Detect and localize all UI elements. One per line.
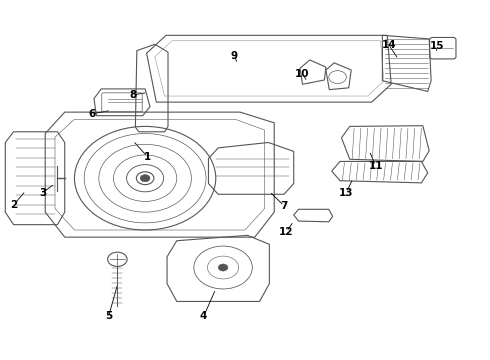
Text: 4: 4	[200, 311, 207, 321]
Circle shape	[140, 175, 150, 182]
Text: 5: 5	[105, 311, 112, 321]
Circle shape	[218, 264, 228, 271]
Text: 12: 12	[279, 227, 294, 237]
Text: 13: 13	[339, 188, 354, 198]
Text: 6: 6	[88, 109, 95, 119]
Text: 7: 7	[280, 201, 288, 211]
Text: 14: 14	[381, 40, 396, 50]
Text: 11: 11	[368, 161, 383, 171]
Text: 1: 1	[144, 152, 151, 162]
Text: 3: 3	[39, 188, 47, 198]
Text: 10: 10	[295, 68, 310, 78]
Text: 2: 2	[10, 200, 17, 210]
Text: 15: 15	[430, 41, 445, 51]
Text: 9: 9	[231, 51, 238, 61]
Text: 8: 8	[129, 90, 137, 100]
